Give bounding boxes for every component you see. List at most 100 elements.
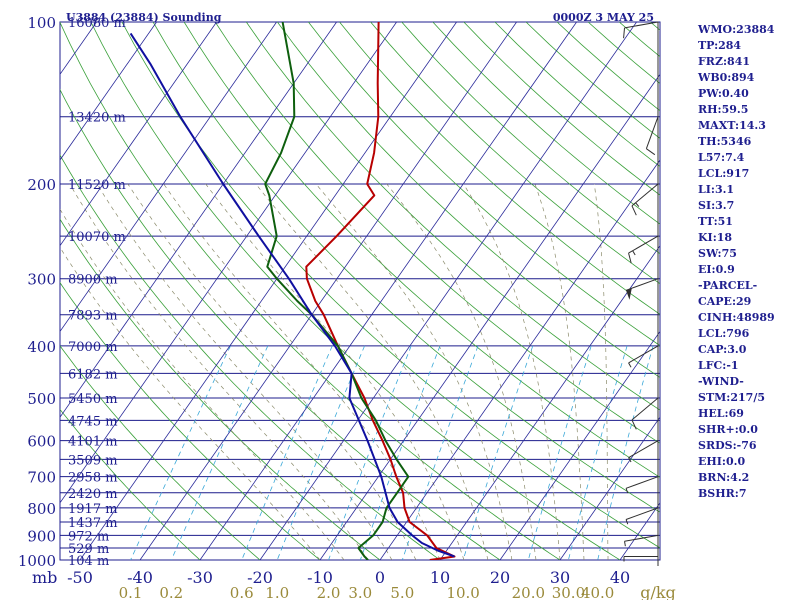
mixing-ratio-line [328,345,412,560]
moist-adiabat [69,183,369,560]
index-item: LCL:917 [698,167,750,180]
index-item: CINH:48989 [698,311,775,324]
moist-adiabat [60,208,345,560]
index-item: WMO:23884 [698,23,775,36]
moist-adiabat [534,183,585,560]
barb-half-flag [635,202,640,207]
index-item: SHR+:0.0 [698,423,758,436]
index-item: PW:0.40 [698,87,749,100]
barb-half-flag [624,541,626,547]
height-label: 13420 m [68,111,126,126]
sounding-indices: WMO:23884 TP:284 FRZ:841 WB0:894 PW:0.40 RH:5… [698,22,775,502]
isotherm-line [499,330,660,560]
barb-staff [628,440,659,459]
mixing-ratio-tick-label: 2.0 [317,584,341,600]
isotherm-line [559,416,660,560]
dry-adiabat [121,22,660,549]
barb-staff [628,345,659,364]
mixing-ratio-tick-label: 30.0 [552,584,585,600]
pressure-tick-label: 200 [27,176,56,194]
height-label: 4101 m [68,435,118,450]
valid-time: 0000Z 3 MAY 25 [553,11,654,24]
dry-adiabat [60,154,441,560]
dry-adiabat [245,22,660,411]
plot-border [59,21,661,561]
barb-staff [624,534,659,542]
dry-adiabat [90,22,621,560]
dry-adiabat [60,408,201,560]
plot-frame [59,21,661,561]
profile-lines [129,22,456,560]
barb-pennant [626,288,632,300]
barb-half-flag [628,362,632,368]
moist-adiabat [315,183,513,560]
mixing-ratio-line [568,345,628,560]
height-label: 6182 m [68,367,118,382]
wind-barb [624,534,659,547]
temperature-tick-label: -10 [307,568,333,587]
index-item: MAXT:14.3 [698,119,766,132]
moist-adiabat [60,246,321,560]
grid-lines [60,22,660,560]
temperature-tick-label: -40 [127,568,153,587]
mixing-ratio-line [527,345,592,560]
wind-barb [625,507,659,525]
index-item: BSHR:7 [698,487,747,500]
mixing-ratio-tick-label: 40.0 [581,584,614,600]
index-item: EI:0.9 [698,263,735,276]
height-label: 104 m [68,554,109,569]
index-item: SRDS:-76 [698,439,757,452]
mixing-ratio-line [170,345,269,560]
mixing-ratio-tick-label: 5.0 [390,584,414,600]
profile-series [129,32,455,558]
isotherm-line [379,159,660,560]
index-item: STM:217/5 [698,391,765,404]
height-label: 1917 m [68,502,118,517]
wind-barb [625,278,659,300]
index-item: WB0:894 [698,71,755,84]
isotherm-line [60,22,217,247]
wind-barb [623,21,659,39]
isotherm-line [319,73,660,560]
mixing-ratio-line [401,345,479,560]
index-item: TP:284 [698,39,742,52]
temperature-tick-label: -50 [67,568,93,587]
mixing-ratio-tick-label: 0.2 [159,584,183,600]
barb-flag [628,252,632,264]
moist-adiabat [386,183,537,560]
dry-adiabat [214,22,660,444]
mixing-ratio-line [462,345,534,560]
height-label: 7893 m [68,309,118,324]
dry-adiabat [339,22,660,315]
pressure-unit-label: mb [32,568,57,587]
wind-barb [631,397,659,430]
mixing-ratio-tick-label: 10.0 [446,584,479,600]
barb-staff [624,21,659,29]
index-item: CAPE:29 [698,295,752,308]
temperature-tick-label: 20 [490,568,510,587]
dry-adiabat [370,22,660,285]
barb-flag [623,27,626,39]
moist-adiabat [463,183,561,560]
barb-flag [631,205,637,216]
isotherm-line [60,22,397,504]
isotherm-line [60,22,277,333]
station-title: U3884 (23884) Sounding [66,11,222,24]
temperature-tick-label: -20 [247,568,273,587]
index-item: RH:59.5 [698,103,749,116]
dry-adiabat [401,22,660,255]
index-item: TH:5346 [698,135,752,148]
index-item: FRZ:841 [698,55,751,68]
mixing-ratio-tick-label: 20.0 [512,584,545,600]
temperature-tick-label: 0 [375,568,385,587]
index-item: -WIND- [698,375,744,388]
temperature-tick-label: 40 [610,568,630,587]
barb-flag [646,148,656,156]
height-label: 7000 m [68,340,118,355]
dry-adiabat [60,281,321,560]
dry-adiabat [60,88,501,560]
pressure-tick-label: 800 [27,500,56,518]
index-item: CAP:3.0 [698,343,747,356]
height-label: 5450 m [68,392,118,407]
